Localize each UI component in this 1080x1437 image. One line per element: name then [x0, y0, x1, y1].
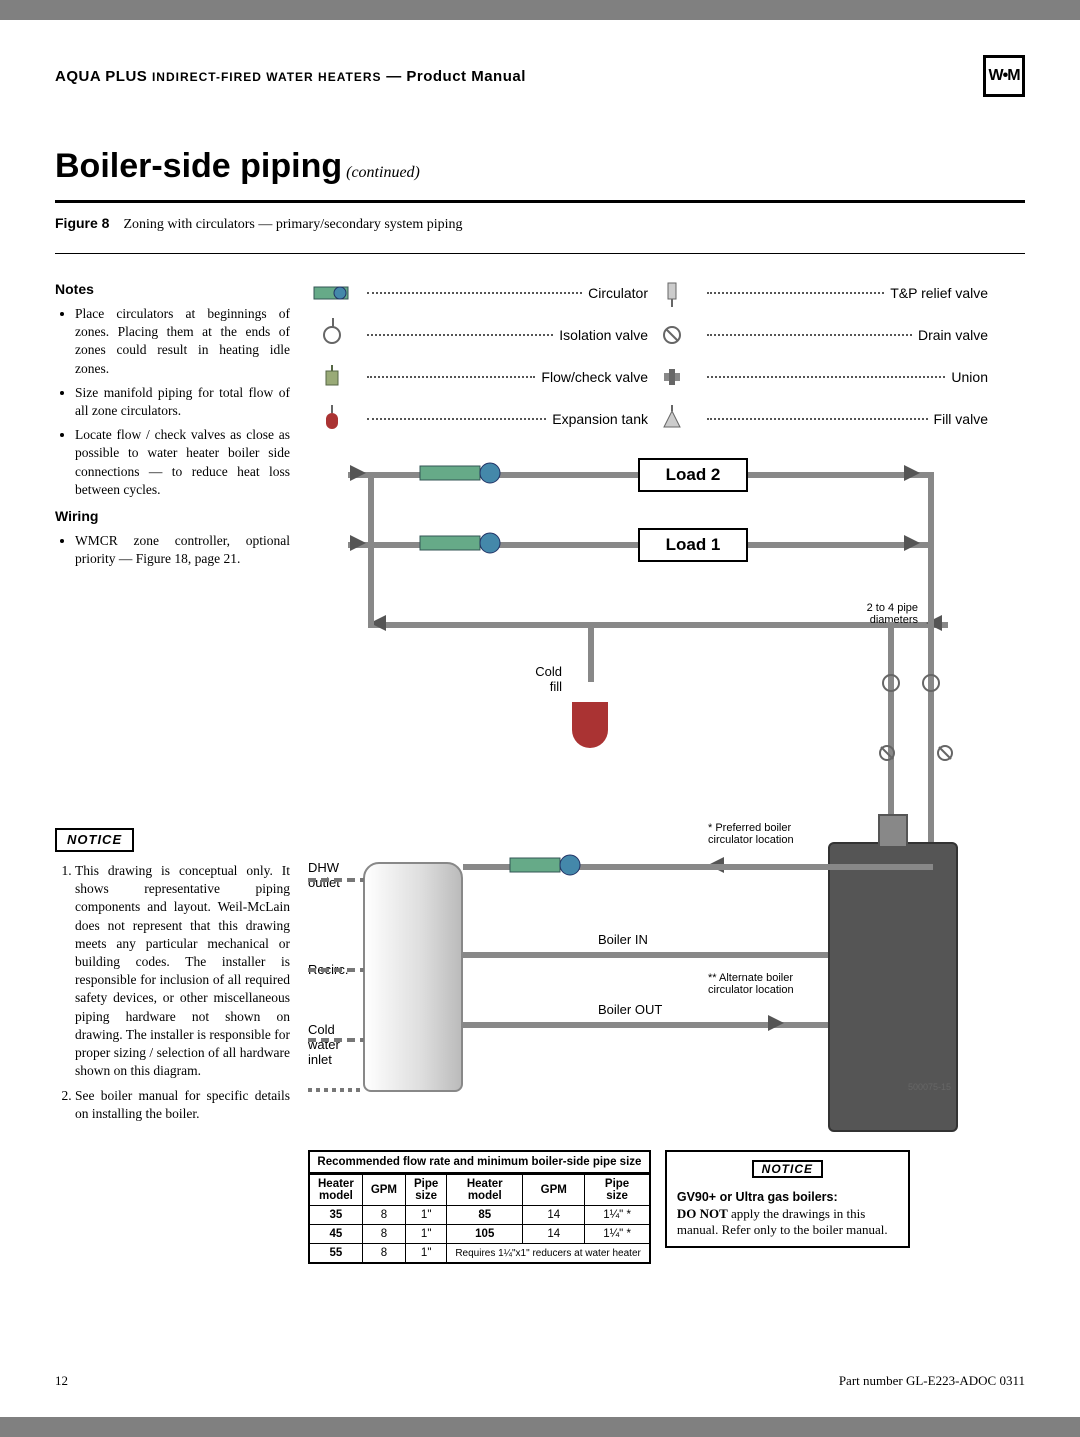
wiring-list: WMCR zone controller, optional priority … [55, 532, 290, 568]
notice-label: NOTICE [55, 828, 134, 852]
right-column: Circulator T&P relief valve [308, 272, 1025, 1264]
legend-label: Fill valve [934, 411, 988, 427]
load-box: Load 1 [638, 528, 748, 562]
tp-relief-valve-icon [648, 279, 696, 307]
legend-label: Drain valve [918, 327, 988, 343]
wiring-heading: Wiring [55, 507, 290, 526]
product-line: INDIRECT-FIRED WATER HEATERS [152, 70, 382, 84]
water-heater-tank [363, 862, 463, 1092]
section-title: Boiler-side piping (continued) [55, 147, 1025, 186]
circulator-icon [418, 530, 538, 556]
legend-label: T&P relief valve [890, 285, 988, 301]
header-title: AQUA PLUS INDIRECT-FIRED WATER HEATERS —… [55, 68, 526, 85]
fill-valve-icon [648, 405, 696, 433]
notice-label: NOTICE [752, 1160, 823, 1178]
page-number: 12 [55, 1373, 68, 1389]
boiler-in-label: Boiler IN [598, 932, 648, 947]
drain-valve-icon [876, 742, 906, 764]
flow-rate-table: Recommended flow rate and minimum boiler… [308, 1150, 651, 1264]
load-box: Load 2 [638, 458, 748, 492]
pipe-note: 2 to 4 pipediameters [808, 602, 918, 626]
boiler-out-label: Boiler OUT [598, 1002, 662, 1017]
doc-type: Product Manual [406, 68, 526, 85]
notice-left-block: NOTICE This drawing is conceptual only. … [55, 828, 290, 1123]
drain-valve-icon [648, 321, 696, 349]
cold-fill-label: Coldfill [518, 664, 562, 694]
notice-list: This drawing is conceptual only. It show… [55, 862, 290, 1123]
bottom-row: Recommended flow rate and minimum boiler… [308, 1150, 1025, 1264]
notice-right-title: GV90+ or Ultra gas boilers: [677, 1190, 898, 1204]
diagram-area: Circulator T&P relief valve [308, 272, 988, 1142]
circulator-icon [508, 852, 608, 878]
note-item: Size manifold piping for total flow of a… [75, 384, 290, 420]
piping-schematic: Load 2 Load 1 2 to 4 pipediameters [308, 442, 988, 1142]
legend-label: Expansion tank [552, 411, 648, 427]
isolation-valve-icon [308, 321, 356, 349]
main-columns: Notes Place circulators at beginnings of… [55, 272, 1025, 1264]
legend-label: Flow/check valve [541, 369, 648, 385]
isolation-valve-icon [880, 672, 902, 694]
notes-list: Place circulators at beginnings of zones… [55, 305, 290, 499]
table-row: 4581" 105141¼" * [309, 1225, 650, 1244]
table-row: 5581" Requires 1¼"x1" reducers at water … [309, 1244, 650, 1264]
page-footer: 12 Part number GL-E223-ADOC 0311 [55, 1373, 1025, 1389]
table-caption: Recommended flow rate and minimum boiler… [308, 1150, 651, 1173]
diagram-partno: 500075-15 [908, 1082, 951, 1092]
table-row: 3581" 85141¼" * [309, 1206, 650, 1225]
figure-caption: Figure 8 Zoning with circulators — prima… [55, 215, 1025, 233]
wiring-item: WMCR zone controller, optional priority … [75, 532, 290, 568]
table-header-row: Heatermodel GPM Pipesize Heatermodel GPM… [309, 1174, 650, 1206]
brand-logo: W•M [983, 55, 1025, 97]
preferred-loc-label: * Preferred boilercirculator location [708, 822, 838, 846]
flow-check-valve-icon [308, 363, 356, 391]
legend-label: Union [951, 369, 988, 385]
notice-item: See boiler manual for specific details o… [75, 1087, 290, 1123]
rule-thin [55, 253, 1025, 254]
drain-valve-icon [934, 742, 964, 764]
service-lines [308, 860, 368, 1100]
note-item: Place circulators at beginnings of zones… [75, 305, 290, 378]
union-icon [648, 363, 696, 391]
circulator-icon [418, 460, 538, 486]
part-number: Part number GL-E223-ADOC 0311 [839, 1373, 1025, 1389]
brand: AQUA PLUS [55, 68, 147, 85]
notes-heading: Notes [55, 280, 290, 299]
isolation-valve-icon [920, 672, 942, 694]
page: AQUA PLUS INDIRECT-FIRED WATER HEATERS —… [0, 20, 1080, 1417]
rule-thick [55, 200, 1025, 203]
legend: Circulator T&P relief valve [308, 272, 988, 442]
notice-right-body: DO NOT apply the drawings in this manual… [677, 1206, 898, 1238]
legend-label: Circulator [588, 285, 648, 301]
page-header: AQUA PLUS INDIRECT-FIRED WATER HEATERS —… [55, 55, 1025, 97]
legend-label: Isolation valve [559, 327, 648, 343]
circulator-icon [308, 279, 356, 307]
expansion-tank-icon [572, 702, 608, 748]
alternate-loc-label: ** Alternate boilercirculator location [708, 972, 838, 996]
notice-right-block: NOTICE GV90+ or Ultra gas boilers: DO NO… [665, 1150, 910, 1248]
expansion-tank-icon [308, 405, 356, 433]
left-column: Notes Place circulators at beginnings of… [55, 272, 290, 1264]
note-item: Locate flow / check valves as close as p… [75, 426, 290, 499]
notice-item: This drawing is conceptual only. It show… [75, 862, 290, 1081]
